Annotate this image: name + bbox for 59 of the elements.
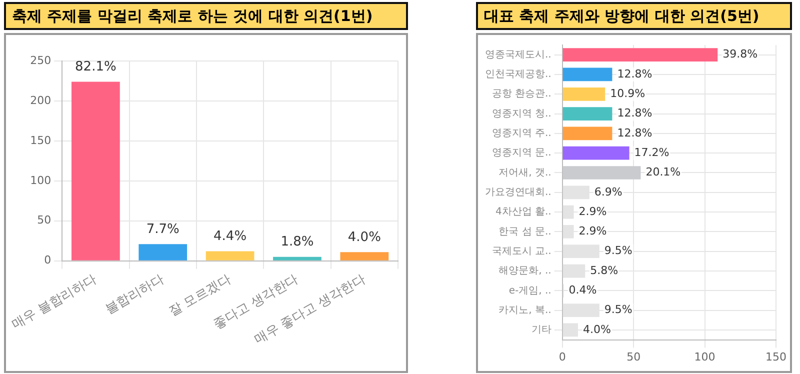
- y-tick-label: 영종지역 문..: [492, 148, 552, 159]
- annotation: 2.9%: [578, 204, 607, 218]
- annotation: 9.5%: [604, 303, 632, 316]
- bar: [562, 126, 612, 140]
- annotation: 4.0%: [348, 230, 381, 245]
- y-tick-label: 가요경연대회..: [485, 186, 552, 198]
- y-tick-label: 해양문화, ..: [498, 266, 552, 277]
- y-tick-label: 50: [37, 214, 52, 227]
- y-tick-label: 한국 섬 문..: [498, 226, 552, 238]
- annotation: 7.7%: [146, 222, 180, 237]
- annotation: 4.0%: [583, 322, 611, 336]
- y-tick-label: 200: [30, 94, 52, 107]
- y-tick-label: 4차산업 활..: [495, 206, 552, 218]
- annotation: 12.8%: [617, 67, 652, 80]
- y-tick-label: 기타: [531, 324, 552, 336]
- y-tick-label: 250: [30, 54, 52, 67]
- annotation: 12.8%: [617, 106, 652, 120]
- y-tick-label: 인천국제공항..: [485, 69, 552, 80]
- bar: [340, 252, 389, 260]
- bar: [562, 87, 606, 101]
- chart-title: 축제 주제를 막걸리 축제로 하는 것에 대한 의견(1번): [4, 2, 408, 30]
- bar: [72, 82, 120, 260]
- y-tick-label: 0: [44, 254, 52, 267]
- chart-title: 대표 축제 주제와 방향에 대한 의견(5번): [476, 2, 792, 30]
- y-tick-label: 150: [30, 134, 52, 147]
- bar: [562, 68, 612, 82]
- annotation: 10.9%: [610, 86, 646, 100]
- annotation: 17.2%: [634, 146, 670, 159]
- annotation: 39.8%: [722, 48, 758, 61]
- y-tick-label: 영종지역 청..: [492, 108, 552, 120]
- y-tick-label: 영종지역 주..: [492, 128, 552, 140]
- y-tick-label: 100: [30, 174, 52, 187]
- x-tick-label: 50: [626, 350, 641, 364]
- annotation: 0.4%: [568, 284, 597, 297]
- bar: [562, 166, 641, 180]
- annotation: 1.8%: [280, 234, 314, 250]
- x-tick-label: 150: [766, 350, 786, 364]
- annotation: 82.1%: [75, 60, 116, 75]
- bar: [273, 256, 322, 260]
- annotation: 2.9%: [578, 224, 607, 238]
- annotation: 9.5%: [604, 244, 632, 258]
- y-tick-label: 공항 환승관..: [492, 88, 552, 100]
- annotation: 20.1%: [646, 166, 681, 179]
- bar: [562, 107, 612, 120]
- annotation: 12.8%: [617, 126, 652, 140]
- y-tick-label: 카지노, 복..: [498, 304, 552, 316]
- bar: [138, 244, 188, 260]
- y-tick-label: 국제도시 교..: [492, 246, 552, 257]
- annotation: 4.4%: [214, 229, 247, 244]
- bar: [206, 251, 254, 260]
- y-tick-label: e-게임, ..: [508, 285, 552, 296]
- x-tick-label: 100: [694, 350, 716, 364]
- annotation: 5.8%: [590, 264, 618, 277]
- annotation: 6.9%: [594, 185, 622, 198]
- bar: [562, 146, 630, 160]
- x-tick-label: 0: [558, 350, 566, 364]
- y-tick-label: 영종국제도시..: [485, 49, 552, 60]
- bar: [562, 48, 718, 62]
- y-tick-label: 저어새, 갯..: [498, 167, 552, 178]
